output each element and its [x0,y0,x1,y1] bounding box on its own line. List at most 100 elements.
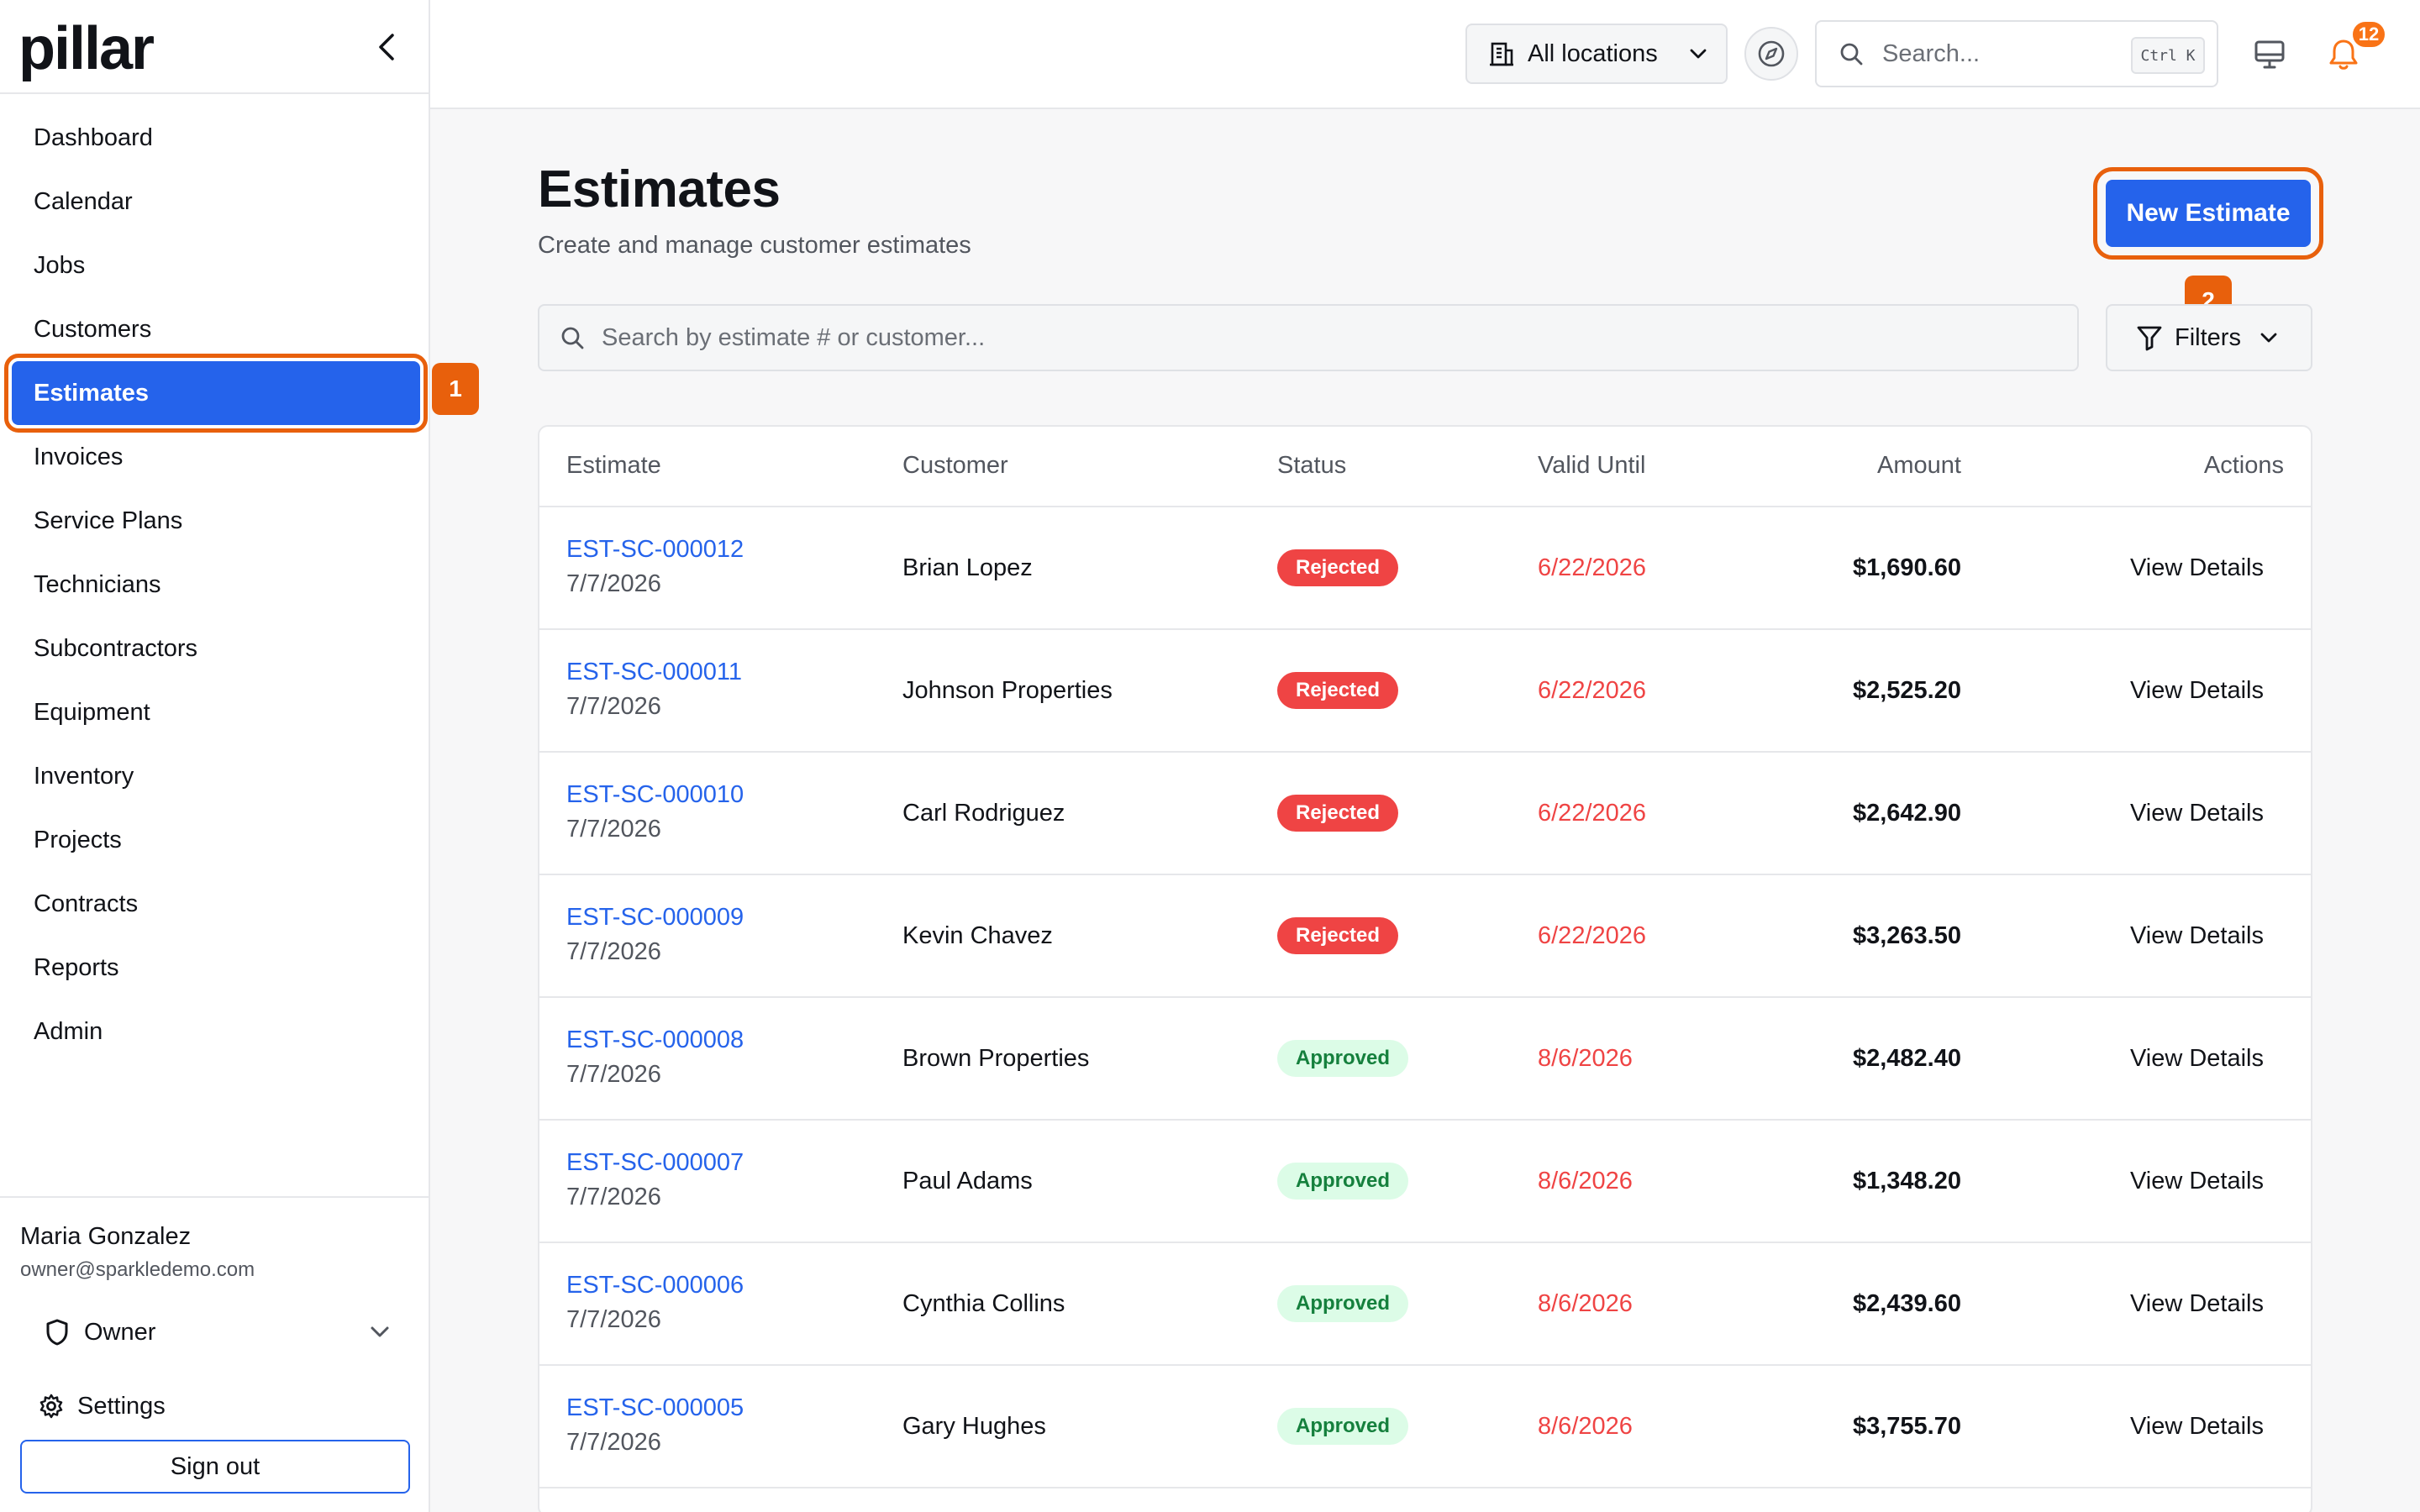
customer-name: Brown Properties [902,1045,1090,1072]
view-details-link[interactable]: View Details [2129,1290,2264,1317]
customer-name: Gary Hughes [902,1413,1046,1440]
estimate-search[interactable] [538,304,2079,371]
filters-button[interactable]: Filters [2106,304,2312,371]
sidebar-item-customers[interactable]: Customers [34,315,152,343]
valid-until-date: 6/22/2026 [1538,800,1647,827]
status-badge: Approved [1277,1163,1409,1200]
settings-link[interactable]: Settings [39,1381,166,1431]
compass-button[interactable] [1744,27,1798,81]
customer-name: Paul Adams [902,1168,1033,1194]
sidebar-item-jobs[interactable]: Jobs [34,251,86,279]
chevron-left-icon [379,34,394,60]
sidebar-item-invoices[interactable]: Invoices [34,443,124,470]
notification-count-badge: 12 [2351,20,2386,49]
table-row[interactable]: EST-SC-000007 7/7/2026 Paul Adams Approve… [539,1121,2311,1243]
sidebar-item-reports[interactable]: Reports [34,953,119,981]
estimate-amount: $2,525.20 [1852,677,1961,704]
view-details-link[interactable]: View Details [2129,800,2264,827]
table-row[interactable]: EST-SC-000010 7/7/2026 Carl Rodriguez Rej… [539,753,2311,875]
sidebar-item-dashboard[interactable]: Dashboard [34,123,153,151]
valid-until-date: 8/6/2026 [1538,1168,1633,1194]
sidebar-item-projects[interactable]: Projects [34,826,122,853]
estimate-date: 7/7/2026 [566,1184,661,1210]
estimate-search-input[interactable] [602,323,1946,352]
sidebar-item-calendar[interactable]: Calendar [34,187,133,215]
estimates-table: Estimate Customer Status Valid Until Amo… [538,425,2312,1512]
new-estimate-button[interactable]: New Estimate [2093,167,2323,260]
notifications-button[interactable] [2321,32,2366,77]
sidebar-item-inventory[interactable]: Inventory [34,762,134,790]
valid-until-date: 8/6/2026 [1538,1413,1633,1440]
location-label: All locations [1528,39,1658,67]
estimate-amount: $2,482.40 [1852,1045,1961,1072]
sidebar-item-equipment[interactable]: Equipment [34,698,150,726]
estimate-date: 7/7/2026 [566,816,661,843]
table-row[interactable]: EST-SC-000008 7/7/2026 Brown Properties A… [539,998,2311,1121]
sidebar-item-contracts[interactable]: Contracts [34,890,139,917]
view-details-link[interactable]: View Details [2129,677,2264,704]
page-subtitle: Create and manage customer estimates [538,232,971,259]
view-details-link[interactable]: View Details [2129,1413,2264,1440]
column-header-customer[interactable]: Customer [902,452,1008,479]
role-selector[interactable]: Owner [45,1307,390,1357]
valid-until-date: 6/22/2026 [1538,554,1647,581]
estimate-id-link[interactable]: EST-SC-000012 [566,536,744,563]
table-row[interactable]: EST-SC-000011 7/7/2026 Johnson Properties… [539,630,2311,753]
customer-name: Kevin Chavez [902,922,1053,949]
table-row[interactable]: EST-SC-000006 7/7/2026 Cynthia Collins Ap… [539,1243,2311,1366]
location-selector[interactable]: All locations [1465,24,1728,84]
estimate-date: 7/7/2026 [566,1306,661,1333]
view-details-link[interactable]: View Details [2129,1045,2264,1072]
estimate-id-link[interactable]: EST-SC-000010 [566,781,744,808]
customer-name: Carl Rodriguez [902,800,1065,827]
estimate-amount: $2,642.90 [1852,800,1961,827]
sidebar-item-admin[interactable]: Admin [34,1017,103,1045]
estimate-id-link[interactable]: EST-SC-000008 [566,1026,744,1053]
table-row[interactable]: EST-SC-000005 7/7/2026 Gary Hughes Approv… [539,1366,2311,1488]
view-details-link[interactable]: View Details [2129,554,2264,581]
column-header-status[interactable]: Status [1277,452,1347,479]
sidebar-item-subcontractors[interactable]: Subcontractors [34,634,198,662]
collapse-sidebar-button[interactable] [370,30,403,64]
estimate-amount: $1,348.20 [1852,1168,1961,1194]
view-details-link[interactable]: View Details [2129,1168,2264,1194]
column-header-amount[interactable]: Amount [1877,452,1961,479]
estimate-id-link[interactable]: EST-SC-000011 [566,659,743,685]
sidebar-nav: Dashboard Calendar Jobs Customers Estima… [0,106,429,1063]
app-logo[interactable]: pillar [18,15,155,82]
filter-icon [2137,326,2162,351]
valid-until-date: 8/6/2026 [1538,1290,1633,1317]
user-name: Maria Gonzalez [20,1223,192,1250]
sidebar-item-estimates[interactable]: Estimates [4,354,428,433]
search-icon [561,327,584,349]
sign-out-button[interactable]: Sign out [20,1440,410,1494]
sidebar: pillar Dashboard Calendar Jobs Customers… [0,0,430,1512]
valid-until-date: 8/6/2026 [1538,1045,1633,1072]
view-details-link[interactable]: View Details [2129,922,2264,949]
estimate-id-link[interactable]: EST-SC-000009 [566,904,744,931]
estimate-id-link[interactable]: EST-SC-000005 [566,1394,744,1421]
sidebar-item-service-plans[interactable]: Service Plans [34,507,183,534]
topbar: All locations Ctrl K 12 [430,0,2420,109]
estimate-id-link[interactable]: EST-SC-000006 [566,1272,744,1299]
table-row[interactable]: EST-SC-000009 7/7/2026 Kevin Chavez Rejec… [539,875,2311,998]
display-button[interactable] [2249,34,2291,76]
global-search[interactable]: Ctrl K [1815,20,2218,87]
chevron-down-icon [1690,49,1707,59]
estimate-date: 7/7/2026 [566,570,661,597]
column-header-estimate[interactable]: Estimate [566,452,661,479]
table-row[interactable]: EST-SC-000012 7/7/2026 Brian Lopez Reject… [539,507,2311,630]
estimate-amount: $2,439.60 [1852,1290,1961,1317]
table-header: Estimate Customer Status Valid Until Amo… [539,427,2311,507]
estimate-date: 7/7/2026 [566,1061,661,1088]
column-header-valid-until[interactable]: Valid Until [1538,452,1646,479]
status-badge: Rejected [1277,549,1399,586]
estimate-id-link[interactable]: EST-SC-000007 [566,1149,744,1176]
customer-name: Brian Lopez [902,554,1033,581]
sidebar-item-technicians[interactable]: Technicians [34,570,161,598]
status-badge: Approved [1277,1040,1409,1077]
status-badge: Approved [1277,1285,1409,1322]
global-search-input[interactable] [1882,39,2109,68]
customer-name: Johnson Properties [902,677,1113,704]
valid-until-date: 6/22/2026 [1538,922,1647,949]
